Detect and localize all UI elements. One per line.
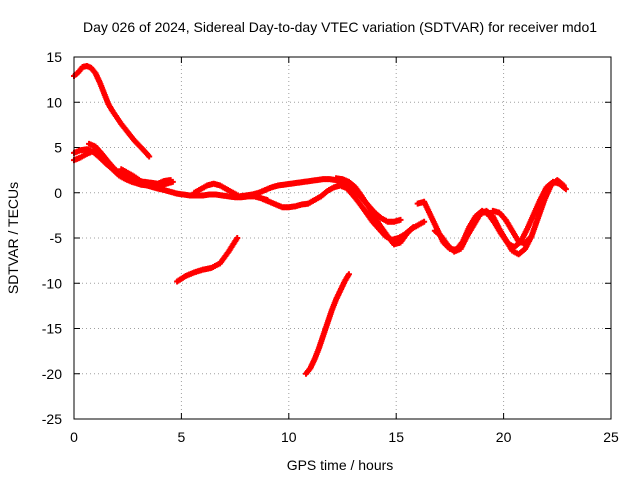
y-tick-label: -25 <box>42 411 62 427</box>
y-tick-label: -10 <box>42 275 62 291</box>
y-tick-label: -15 <box>42 321 62 337</box>
data-series-arc-12 <box>431 177 567 258</box>
plot-frame <box>73 56 612 420</box>
data-point <box>560 182 567 189</box>
axis-ticks: 0 5 10 15 20 25 -25 -20 -15 -10 -5 0 5 10 15 <box>42 49 619 445</box>
data-point <box>410 224 417 231</box>
data-series-arc-1 <box>71 63 153 160</box>
data-point <box>421 218 428 225</box>
data-series-arc-13 <box>489 207 535 247</box>
data-points <box>71 63 569 377</box>
data-point <box>169 178 176 185</box>
data-point <box>345 271 352 278</box>
data-series-arc-5 <box>118 166 176 189</box>
data-point <box>562 186 569 193</box>
y-tick-label: -5 <box>50 230 63 246</box>
y-tick-label: -20 <box>42 366 62 382</box>
y-axis-label: SDTVAR / TECUs <box>5 182 21 294</box>
x-tick-label: 15 <box>388 429 404 445</box>
data-series-arc-6 <box>174 235 241 285</box>
data-point <box>234 235 241 241</box>
data-series-arc-8 <box>260 182 428 243</box>
x-tick-label: 25 <box>603 429 619 445</box>
data-point <box>146 153 153 160</box>
x-tick-label: 0 <box>70 429 78 445</box>
y-tick-label: 5 <box>54 140 62 156</box>
y-tick-label: 15 <box>46 49 62 65</box>
y-tick-label: 10 <box>46 94 62 110</box>
chart-title: Day 026 of 2024, Sidereal Day-to-day VTE… <box>83 19 597 35</box>
y-tick-label: 0 <box>54 185 62 201</box>
x-tick-label: 10 <box>281 429 297 445</box>
data-point <box>397 216 404 223</box>
x-axis-label: GPS time / hours <box>287 457 394 473</box>
x-tick-label: 5 <box>178 429 186 445</box>
data-series-arc-9 <box>302 271 352 377</box>
x-tick-label: 20 <box>496 429 512 445</box>
data-series-arc-10 <box>333 175 417 248</box>
data-point <box>528 233 535 240</box>
